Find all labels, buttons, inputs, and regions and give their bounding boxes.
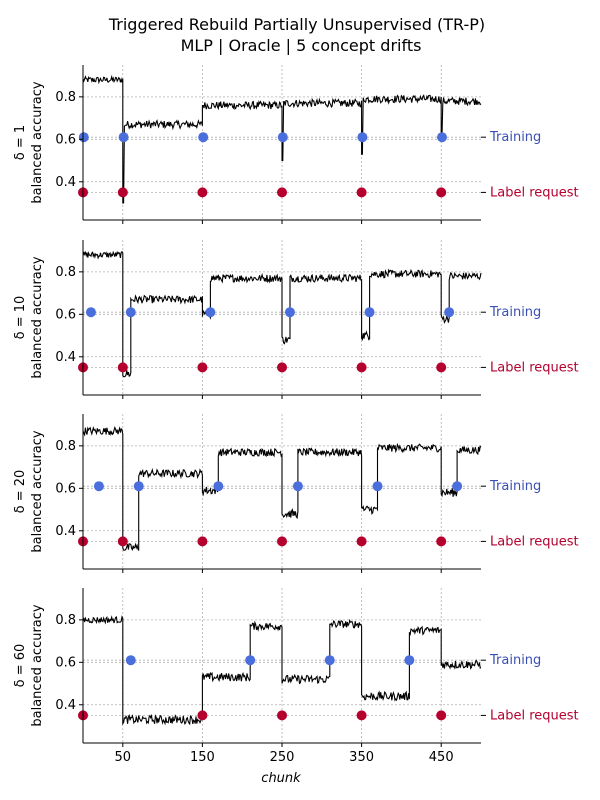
label-request-marker xyxy=(117,362,128,373)
training-marker xyxy=(198,132,209,143)
chart-subtitle: MLP | Oracle | 5 concept drifts xyxy=(181,36,422,55)
label-request-marker xyxy=(277,710,287,721)
panel-ylabel-metric: balanced accuracy xyxy=(30,604,45,727)
training-side-label: Training xyxy=(489,305,541,320)
training-marker xyxy=(125,655,136,666)
x-tick-label: 450 xyxy=(429,750,454,765)
label-request-side-label: Label request xyxy=(490,360,579,375)
training-marker xyxy=(444,307,455,318)
training-side-label: Training xyxy=(489,479,541,494)
label-request-marker xyxy=(277,187,287,198)
training-side-label: Training xyxy=(489,653,541,668)
panel-4: 0.4 0.6 0.8 50 150 250 350 450 Training Label req… xyxy=(13,588,579,765)
panel-ylabel-delta: δ = 20 xyxy=(13,470,28,514)
x-tick-label: 150 xyxy=(190,750,215,765)
training-marker xyxy=(133,481,144,492)
y-tick-label: 0.6 xyxy=(55,307,76,322)
training-marker xyxy=(452,481,463,492)
y-tick-label: 0.6 xyxy=(55,481,76,496)
label-request-side-label: Label request xyxy=(490,534,579,549)
label-request-side-label: Label request xyxy=(490,185,579,200)
x-tick-label: 250 xyxy=(270,750,295,765)
label-request-marker xyxy=(356,362,367,373)
training-marker xyxy=(125,307,136,318)
label-request-marker xyxy=(436,536,447,547)
panel-ylabel-delta: δ = 60 xyxy=(13,644,28,688)
y-tick-label: 0.4 xyxy=(55,524,76,539)
y-tick-label: 0.4 xyxy=(55,175,76,190)
label-request-marker xyxy=(197,362,208,373)
training-marker xyxy=(372,481,383,492)
training-marker xyxy=(404,655,415,666)
training-marker xyxy=(205,307,216,318)
label-request-marker xyxy=(277,536,287,547)
panel-ylabel-delta: δ = 10 xyxy=(13,296,28,340)
label-request-marker xyxy=(356,536,367,547)
label-request-marker xyxy=(436,187,447,198)
training-marker xyxy=(436,132,447,143)
panel-2: 0.4 0.6 0.8 Training Label request δ = 10 bala… xyxy=(13,240,579,399)
label-request-marker xyxy=(197,187,208,198)
label-request-marker xyxy=(436,362,447,373)
panel-3: 0.4 0.6 0.8 Training Label request δ = 20 bala… xyxy=(13,414,579,573)
y-tick-label: 0.8 xyxy=(55,265,76,280)
y-tick-label: 0.8 xyxy=(55,439,76,454)
panel-1: 0.4 0.6 0.8 Training Label request δ = 1 balan… xyxy=(13,65,579,224)
training-marker xyxy=(284,307,295,318)
training-marker xyxy=(118,132,129,143)
training-marker xyxy=(292,481,303,492)
training-side-label: Training xyxy=(489,130,541,145)
label-request-marker xyxy=(197,710,208,721)
y-tick-label: 0.8 xyxy=(55,613,76,628)
y-tick-label: 0.4 xyxy=(55,698,76,713)
accuracy-line xyxy=(82,615,482,726)
training-marker xyxy=(245,655,256,666)
x-tick-label: 50 xyxy=(115,750,132,765)
training-marker xyxy=(213,481,224,492)
label-request-marker xyxy=(117,536,128,547)
panel-ylabel-metric: balanced accuracy xyxy=(30,256,45,379)
label-request-marker xyxy=(117,187,128,198)
training-marker xyxy=(277,132,288,143)
training-marker xyxy=(364,307,375,318)
training-marker xyxy=(324,655,335,666)
training-marker xyxy=(85,307,96,318)
training-marker xyxy=(357,132,368,143)
y-tick-label: 0.6 xyxy=(55,132,76,147)
panel-ylabel-delta: δ = 1 xyxy=(13,125,28,160)
panel-ylabel-metric: balanced accuracy xyxy=(30,81,45,204)
y-tick-label: 0.8 xyxy=(55,90,76,105)
training-marker xyxy=(93,481,104,492)
accuracy-line xyxy=(82,250,482,378)
panel-ylabel-metric: balanced accuracy xyxy=(30,430,45,553)
label-request-marker xyxy=(436,710,447,721)
label-request-side-label: Label request xyxy=(490,708,579,723)
x-tick-label: 350 xyxy=(349,750,374,765)
x-axis-label: chunk xyxy=(261,771,301,786)
label-request-marker xyxy=(356,710,367,721)
label-request-marker xyxy=(356,187,367,198)
label-request-marker xyxy=(197,536,208,547)
y-tick-label: 0.4 xyxy=(55,350,76,365)
training-marker xyxy=(78,132,89,143)
y-tick-label: 0.6 xyxy=(55,655,76,670)
chart-title: Triggered Rebuild Partially Unsupervised… xyxy=(108,15,485,34)
accuracy-line xyxy=(82,425,482,552)
label-request-marker xyxy=(277,362,287,373)
